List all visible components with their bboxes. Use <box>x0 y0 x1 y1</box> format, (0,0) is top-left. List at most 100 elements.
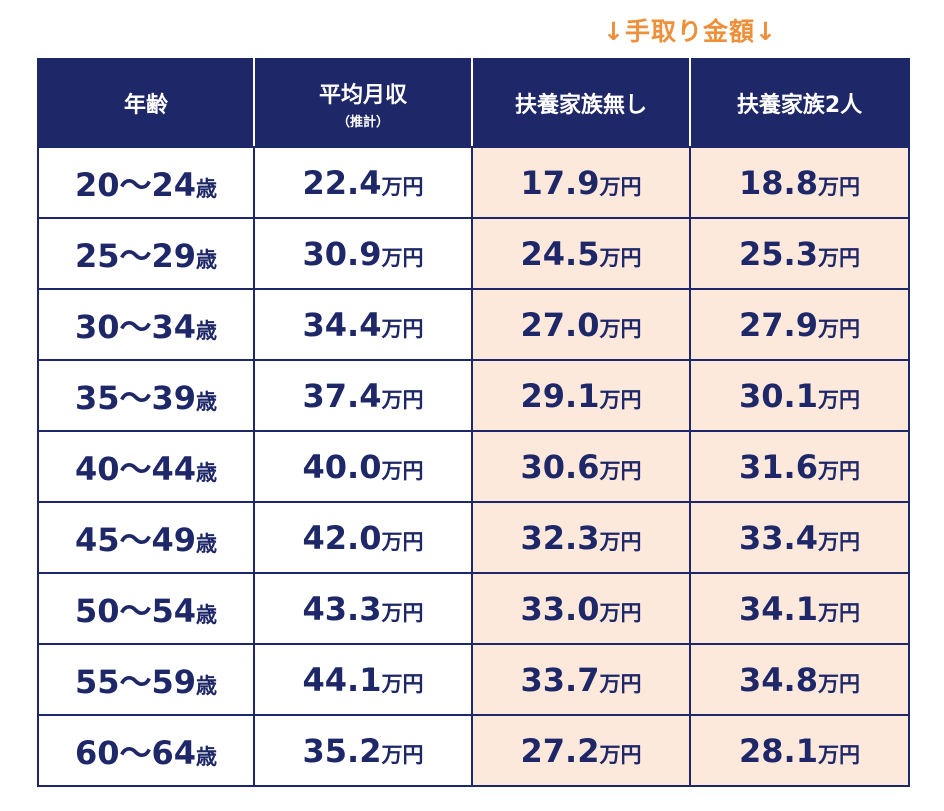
cell-value: 31.6 <box>739 447 818 486</box>
cell-unit: 歳 <box>196 460 218 485</box>
takehome-no-dependents-cell: 30.6万円 <box>471 430 691 503</box>
cell-value: 35〜39 <box>74 378 197 417</box>
cell-value: 25.3 <box>739 234 818 273</box>
takehome-two-dependents-cell: 28.1万円 <box>689 714 910 787</box>
avg-income-cell: 44.1万円 <box>253 643 473 716</box>
avg-income-cell: 34.4万円 <box>253 288 473 361</box>
cell-unit: 万円 <box>599 387 642 412</box>
avg-income-cell: 22.4万円 <box>253 146 473 219</box>
cell-unit: 万円 <box>599 316 642 341</box>
cell-value: 22.4 <box>302 163 382 202</box>
cell-unit: 万円 <box>599 245 642 270</box>
takehome-two-dependents-cell: 18.8万円 <box>689 146 910 219</box>
cell-value: 18.8 <box>739 163 818 202</box>
table-row: 30〜34歳 34.4万円 27.0万円 27.9万円 <box>37 288 910 361</box>
takehome-two-dependents-cell: 31.6万円 <box>689 430 910 503</box>
cell-unit: 万円 <box>381 671 424 696</box>
header-avg-main: 平均月収 <box>318 82 407 108</box>
cell-value: 28.1 <box>739 731 818 770</box>
cell-value: 27.2 <box>520 731 600 770</box>
cell-value: 33.7 <box>520 660 600 699</box>
cell-unit: 万円 <box>817 529 860 554</box>
cell-unit: 万円 <box>817 458 860 483</box>
takehome-two-dependents-cell: 34.8万円 <box>689 643 910 716</box>
cell-unit: 歳 <box>196 176 218 201</box>
cell-unit: 万円 <box>599 600 642 625</box>
takehome-no-dependents-cell: 33.0万円 <box>471 572 691 645</box>
cell-unit: 歳 <box>196 318 218 343</box>
age-cell: 45〜49歳 <box>37 501 255 574</box>
cell-unit: 歳 <box>196 744 218 769</box>
takehome-no-dependents-cell: 32.3万円 <box>471 501 691 574</box>
cell-unit: 万円 <box>599 742 642 767</box>
cell-unit: 万円 <box>381 387 424 412</box>
cell-unit: 万円 <box>381 316 424 341</box>
header-two-dependents: 扶養家族2人 <box>689 58 910 148</box>
cell-unit: 万円 <box>817 742 860 767</box>
cell-unit: 万円 <box>381 529 424 554</box>
cell-unit: 万円 <box>599 458 642 483</box>
age-cell: 50〜54歳 <box>37 572 255 645</box>
header-row: 年齢 平均月収 （推計） 扶養家族無し 扶養家族2人 <box>37 58 910 148</box>
cell-unit: 万円 <box>381 245 424 270</box>
cell-value: 27.9 <box>739 305 818 344</box>
cell-unit: 万円 <box>817 245 860 270</box>
avg-income-cell: 42.0万円 <box>253 501 473 574</box>
takehome-two-dependents-cell: 30.1万円 <box>689 359 910 432</box>
cell-unit: 万円 <box>599 671 642 696</box>
table-row: 40〜44歳 40.0万円 30.6万円 31.6万円 <box>37 430 910 503</box>
cell-unit: 万円 <box>817 316 860 341</box>
cell-value: 33.4 <box>739 518 818 557</box>
cell-value: 40.0 <box>302 447 382 486</box>
takehome-two-dependents-cell: 27.9万円 <box>689 288 910 361</box>
age-cell: 55〜59歳 <box>37 643 255 716</box>
cell-value: 34.4 <box>302 305 382 344</box>
cell-value: 35.2 <box>302 731 382 770</box>
takehome-annotation: ↓手取り金額↓ <box>603 17 777 46</box>
age-cell: 20〜24歳 <box>37 146 255 219</box>
cell-value: 27.0 <box>520 305 600 344</box>
cell-unit: 万円 <box>381 458 424 483</box>
cell-unit: 万円 <box>381 600 424 625</box>
cell-unit: 万円 <box>817 174 860 199</box>
cell-value: 30.6 <box>520 447 600 486</box>
avg-income-cell: 37.4万円 <box>253 359 473 432</box>
cell-unit: 歳 <box>196 531 218 556</box>
takehome-no-dependents-cell: 29.1万円 <box>471 359 691 432</box>
cell-value: 45〜49 <box>74 520 197 559</box>
cell-unit: 万円 <box>381 174 424 199</box>
takehome-no-dependents-cell: 17.9万円 <box>471 146 691 219</box>
cell-unit: 万円 <box>817 671 860 696</box>
cell-value: 30.9 <box>302 234 382 273</box>
takehome-no-dependents-cell: 24.5万円 <box>471 217 691 290</box>
cell-value: 33.0 <box>520 589 600 628</box>
cell-unit: 歳 <box>196 247 218 272</box>
cell-unit: 万円 <box>599 529 642 554</box>
cell-value: 55〜59 <box>74 662 197 701</box>
takehome-two-dependents-cell: 34.1万円 <box>689 572 910 645</box>
cell-value: 24.5 <box>520 234 600 273</box>
takehome-no-dependents-cell: 33.7万円 <box>471 643 691 716</box>
avg-income-cell: 35.2万円 <box>253 714 473 787</box>
header-no-dependents: 扶養家族無し <box>471 58 691 148</box>
cell-value: 30〜34 <box>74 307 197 346</box>
age-cell: 40〜44歳 <box>37 430 255 503</box>
cell-unit: 万円 <box>599 174 642 199</box>
cell-value: 30.1 <box>739 376 818 415</box>
takehome-no-dependents-cell: 27.2万円 <box>471 714 691 787</box>
header-avg-sub: （推計） <box>336 114 389 130</box>
table-row: 60〜64歳 35.2万円 27.2万円 28.1万円 <box>37 714 910 787</box>
cell-value: 43.3 <box>302 589 382 628</box>
cell-value: 20〜24 <box>74 165 197 204</box>
table-row: 25〜29歳 30.9万円 24.5万円 25.3万円 <box>37 217 910 290</box>
cell-value: 42.0 <box>302 518 382 557</box>
cell-unit: 歳 <box>196 602 218 627</box>
table-row: 35〜39歳 37.4万円 29.1万円 30.1万円 <box>37 359 910 432</box>
cell-value: 29.1 <box>520 376 600 415</box>
header-avg-income: 平均月収 （推計） <box>253 58 473 148</box>
avg-income-cell: 30.9万円 <box>253 217 473 290</box>
avg-income-cell: 40.0万円 <box>253 430 473 503</box>
age-cell: 60〜64歳 <box>37 714 255 787</box>
table-row: 50〜54歳 43.3万円 33.0万円 34.1万円 <box>37 572 910 645</box>
cell-unit: 歳 <box>196 673 218 698</box>
